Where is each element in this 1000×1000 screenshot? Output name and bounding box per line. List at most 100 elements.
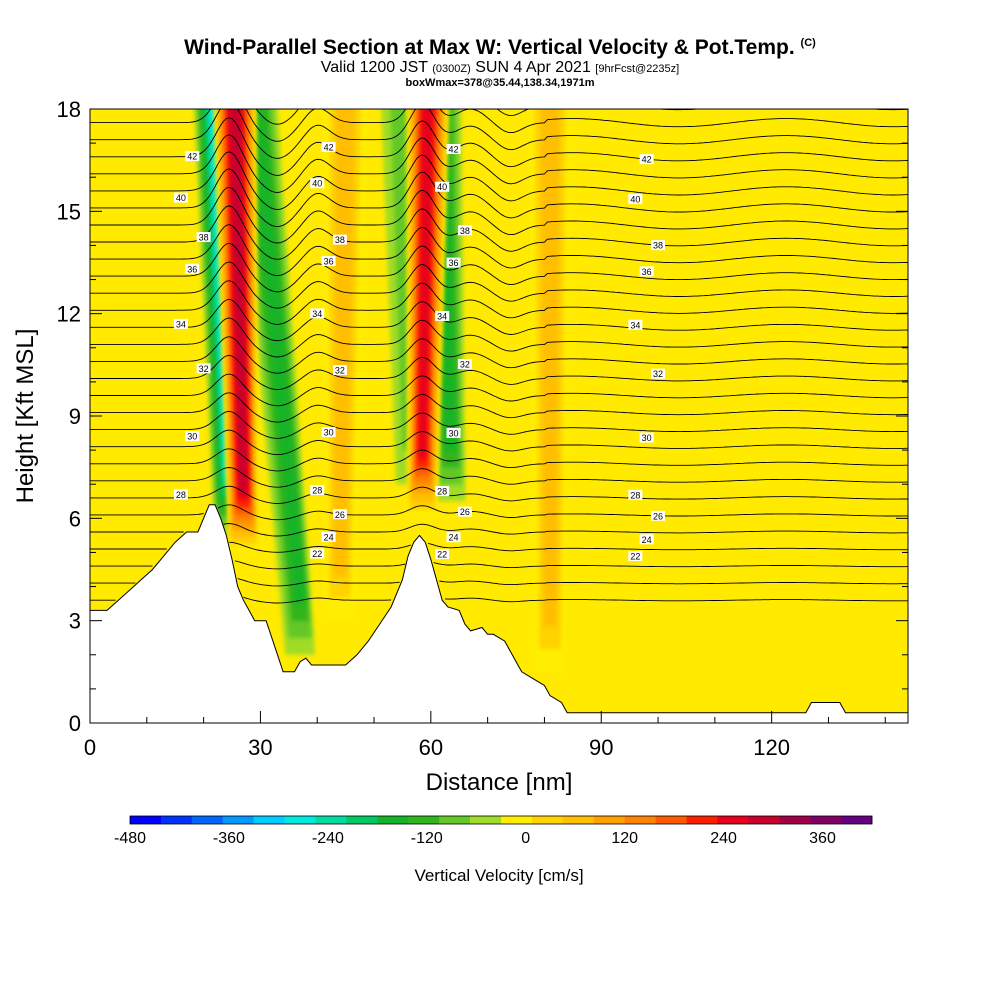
theta-contour-14 — [90, 336, 908, 374]
theta-contour-15 — [90, 317, 908, 358]
contour-label: 28 — [176, 490, 186, 500]
contour-label-bg — [628, 319, 643, 330]
contour-label: 30 — [449, 428, 459, 438]
theta-contour-21 — [90, 205, 908, 260]
theta-contour-22 — [90, 186, 908, 244]
colorbar-swatch — [346, 816, 378, 824]
valid-utc: (0300Z) — [432, 63, 471, 75]
valid-date: SUN 4 Apr 2021 — [475, 59, 591, 76]
y-tick-label: 3 — [69, 609, 81, 634]
contour-label: 32 — [199, 364, 209, 374]
contour-label-bg — [435, 310, 450, 321]
chart-title: Wind-Parallel Section at Max W: Vertical… — [0, 36, 1000, 60]
contour-label: 40 — [176, 193, 186, 203]
contour-label-bg — [310, 308, 325, 319]
y-tick-label: 9 — [69, 404, 81, 429]
contour-label-bg — [639, 154, 654, 165]
contour-label: 26 — [335, 510, 345, 520]
contour-label: 42 — [324, 143, 334, 153]
theta-contour-25 — [90, 134, 908, 193]
theta-contour-10 — [90, 410, 908, 439]
contour-label-bg — [446, 143, 461, 154]
contour-label-bg — [651, 368, 666, 379]
contour-label: 34 — [630, 320, 640, 330]
colorbar-swatch — [655, 816, 687, 824]
contour-label-bg — [196, 363, 211, 374]
theta-contour-23 — [90, 168, 908, 228]
theta-contour-24 — [90, 151, 908, 210]
valid-prefix: Valid 1200 JST — [320, 59, 428, 76]
x-tick-label: 120 — [753, 735, 790, 760]
contour-label: 26 — [653, 511, 663, 521]
contour-label: 30 — [324, 428, 334, 438]
colorbar-swatch — [501, 816, 533, 824]
contour-label-bg — [651, 510, 666, 521]
contour-label: 26 — [460, 507, 470, 517]
colorbar-swatch — [810, 816, 842, 824]
contour-label: 28 — [630, 490, 640, 500]
contour-label: 38 — [335, 235, 345, 245]
contour-label: 22 — [437, 550, 447, 560]
colorbar-frame — [129, 815, 873, 825]
theta-contour-17 — [90, 280, 908, 325]
contour-label-bg — [446, 532, 461, 543]
colorbar-swatch — [160, 816, 193, 824]
contour-label: 22 — [630, 552, 640, 562]
contour-label-bg — [310, 548, 325, 559]
contour-label: 30 — [642, 433, 652, 443]
contour-label-bg — [173, 489, 188, 500]
colorbar-swatch — [717, 816, 749, 824]
updraft-0-level-8 — [229, 109, 247, 492]
contour-label-bg — [321, 142, 336, 153]
theta-contour-20 — [90, 224, 908, 277]
contour-label-bg — [446, 427, 461, 438]
colorbar-tick-label: 240 — [710, 830, 737, 847]
contour-label: 38 — [653, 241, 663, 251]
colorbar-swatch — [531, 816, 564, 824]
colorbar-tick-label: -240 — [312, 830, 344, 847]
contour-label: 34 — [176, 319, 186, 329]
contour-label-bg — [457, 506, 472, 517]
contour-label: 34 — [437, 311, 447, 321]
contour-label: 28 — [312, 485, 322, 495]
colorbar-swatch — [284, 816, 316, 824]
contour-label-bg — [185, 431, 200, 442]
contour-label: 38 — [460, 226, 470, 236]
contour-label: 36 — [324, 256, 334, 266]
x-tick-label: 60 — [419, 735, 443, 760]
contour-label: 36 — [642, 267, 652, 277]
theta-contour-3 — [90, 541, 908, 553]
theta-contour-19 — [90, 242, 908, 293]
contour-label-bg — [446, 257, 461, 268]
contour-label-bg — [332, 365, 347, 376]
contour-label-bg — [196, 232, 211, 243]
x-tick-label: 90 — [589, 735, 613, 760]
theta-contour-11 — [90, 392, 908, 423]
theta-contour-27 — [90, 109, 908, 159]
contour-label-bg — [457, 358, 472, 369]
theta-contour-7 — [90, 467, 908, 488]
contour-label-bg — [321, 531, 336, 542]
colorbar-swatch — [686, 816, 718, 824]
colorbar-swatch — [593, 816, 625, 824]
contour-label-bg — [651, 240, 666, 251]
colorbar-swatch — [377, 816, 409, 824]
contour-label-bg — [185, 151, 200, 162]
contour-label-bg — [332, 509, 347, 520]
contour-label-bg — [310, 178, 325, 189]
contour-label: 42 — [187, 152, 197, 162]
colorbar-swatch — [470, 816, 502, 824]
colorbar-tick-label: -360 — [213, 830, 245, 847]
contour-label: 30 — [187, 432, 197, 442]
colorbar-swatch — [439, 816, 471, 824]
theta-contour-16 — [90, 298, 908, 342]
colorbar-swatch — [624, 816, 656, 824]
contour-label: 24 — [449, 533, 459, 543]
x-axis-label: Distance [nm] — [426, 769, 573, 796]
theta-contour-26 — [90, 117, 908, 176]
x-tick-label: 0 — [84, 735, 96, 760]
contour-label: 24 — [324, 532, 334, 542]
theta-contour-13 — [90, 354, 908, 390]
colorbar-swatch — [253, 816, 285, 824]
